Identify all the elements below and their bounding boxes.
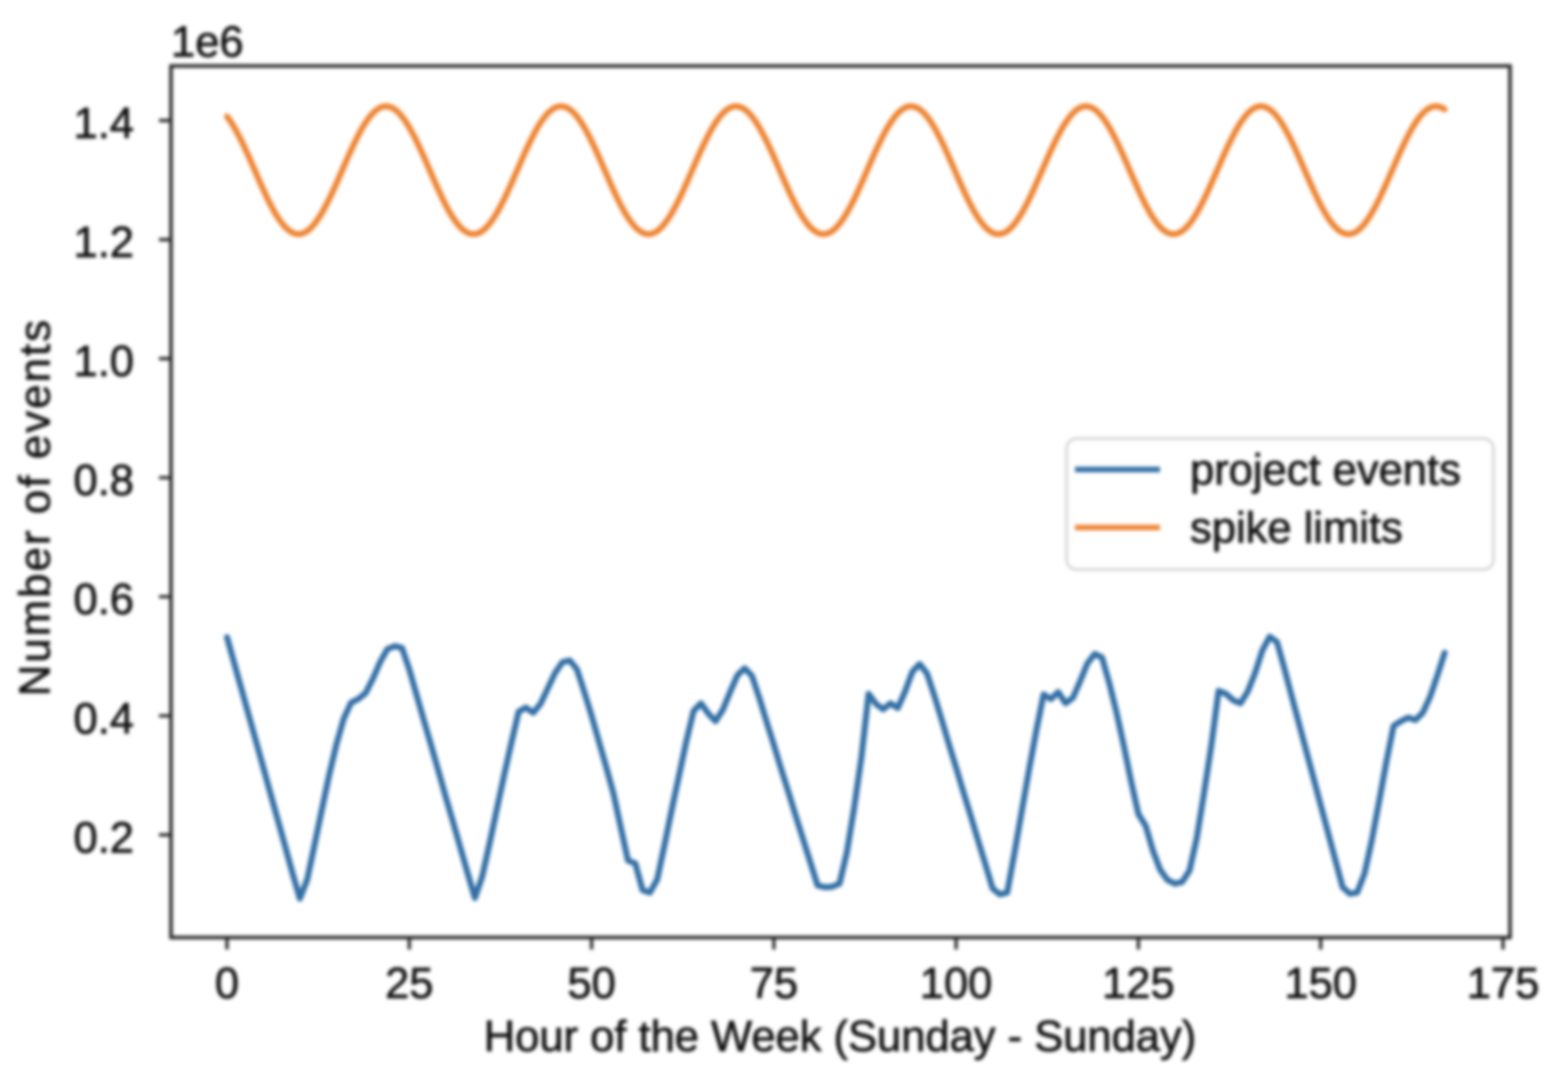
svg-text:50: 50 (567, 960, 615, 1008)
svg-text:Number of events: Number of events (12, 318, 60, 697)
svg-text:0.8: 0.8 (74, 457, 134, 505)
svg-text:0: 0 (215, 960, 239, 1008)
svg-text:Hour of the Week (Sunday - Sun: Hour of the Week (Sunday - Sunday) (484, 1013, 1196, 1061)
svg-text:0.2: 0.2 (74, 814, 134, 862)
svg-text:spike limits: spike limits (1190, 505, 1403, 553)
svg-text:1e6: 1e6 (171, 19, 244, 67)
svg-text:125: 125 (1102, 960, 1175, 1008)
svg-text:100: 100 (920, 960, 993, 1008)
svg-text:25: 25 (385, 960, 433, 1008)
svg-text:0.6: 0.6 (74, 576, 134, 624)
svg-text:75: 75 (750, 960, 798, 1008)
svg-text:1.4: 1.4 (74, 100, 134, 148)
svg-text:175: 175 (1467, 960, 1540, 1008)
svg-text:0.4: 0.4 (74, 695, 134, 743)
svg-text:project events: project events (1190, 447, 1461, 495)
svg-text:150: 150 (1284, 960, 1357, 1008)
svg-text:1.0: 1.0 (74, 338, 134, 386)
svg-text:1.2: 1.2 (74, 219, 134, 267)
